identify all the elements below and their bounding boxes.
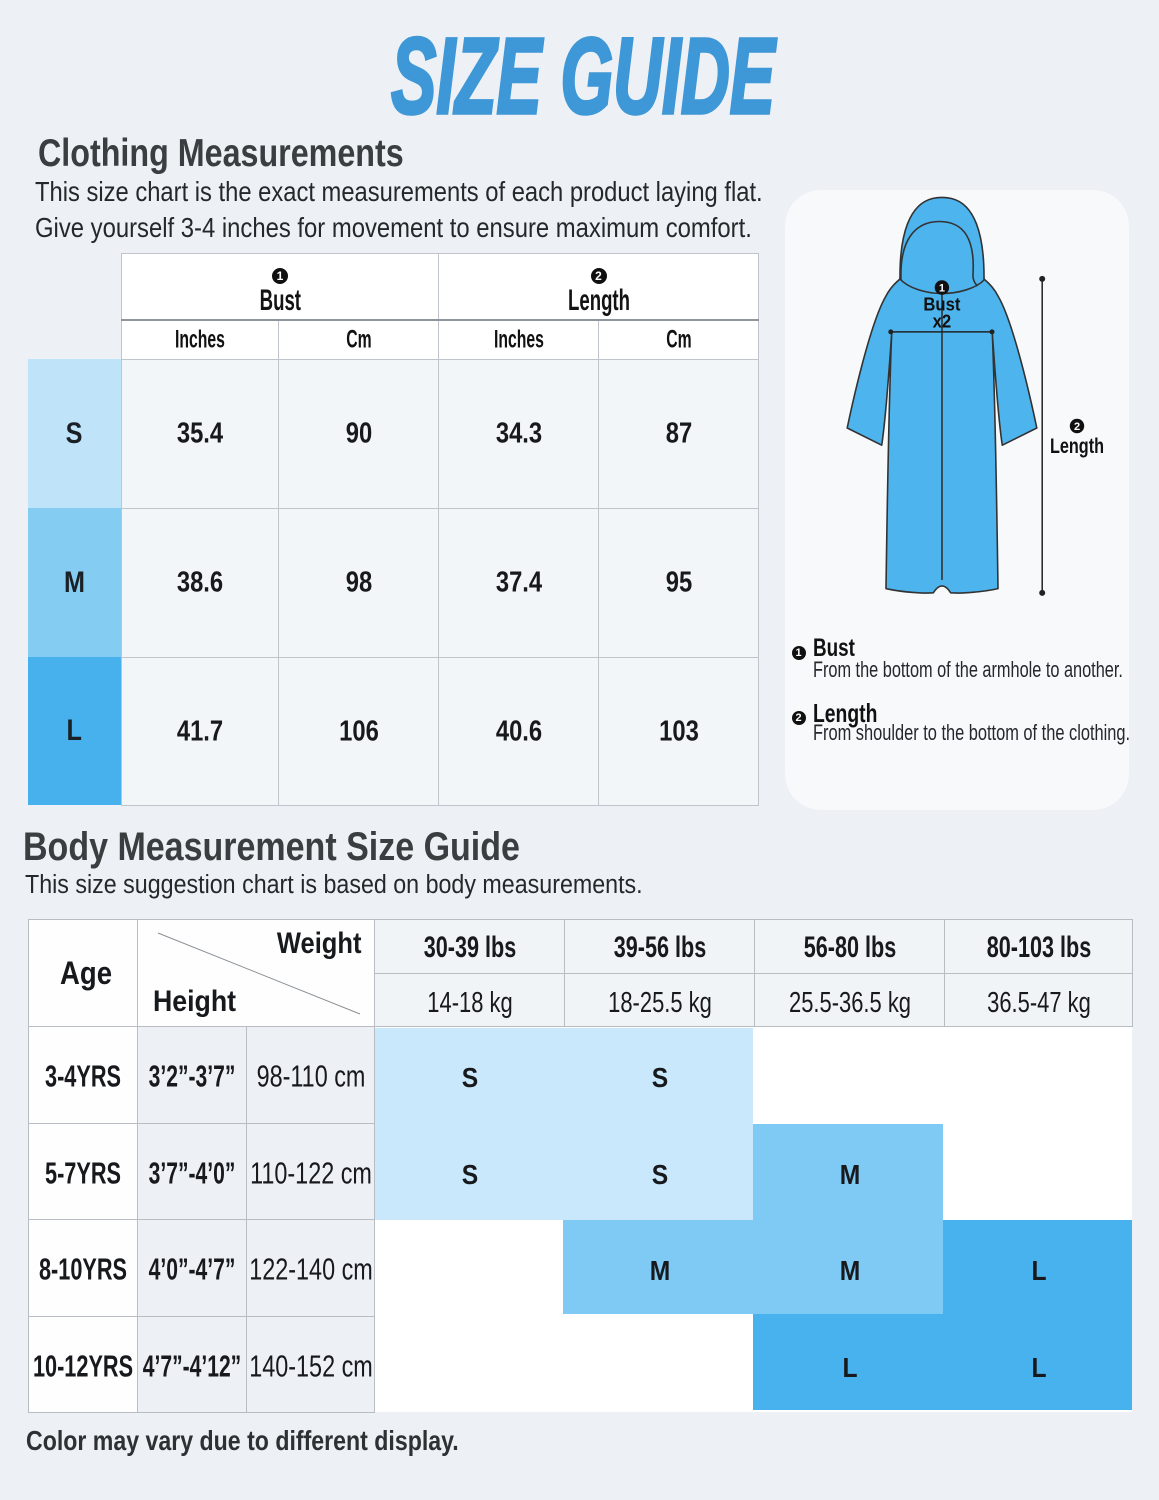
svg-text:Length: Length [1050, 435, 1104, 458]
svg-text:2: 2 [1074, 421, 1080, 433]
svg-text:x2: x2 [933, 312, 952, 332]
svg-text:Bust: Bust [923, 294, 960, 314]
svg-text:1: 1 [939, 283, 945, 295]
